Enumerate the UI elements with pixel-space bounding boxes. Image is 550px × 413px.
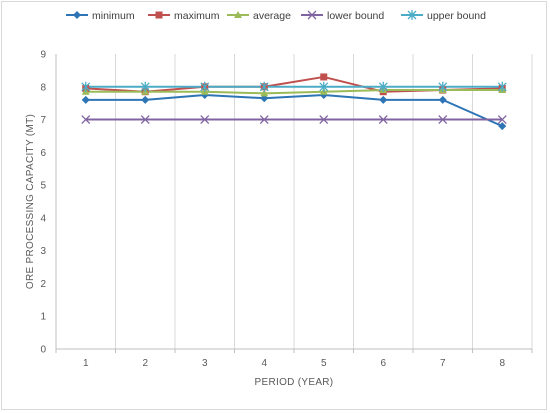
data-point-minimum — [438, 95, 447, 104]
legend-label: lower bound — [327, 10, 384, 22]
gridlines — [115, 54, 533, 349]
legend-item-average: average — [227, 10, 291, 22]
y-tick-label: 2 — [40, 279, 46, 290]
legend: minimum maximum average lower bound upper bo… — [66, 10, 486, 22]
legend-marker — [155, 11, 163, 19]
y-tick-label: 1 — [40, 312, 46, 323]
data-point-upper-bound — [140, 81, 150, 92]
series-line-average — [85, 89, 503, 95]
x-tick-label: 3 — [202, 358, 208, 369]
x-tick-label: 2 — [142, 358, 148, 369]
x-axis-ticks: 1 2 3 4 5 6 7 8 — [83, 358, 506, 369]
data-point-upper-bound — [497, 81, 507, 92]
data-point-upper-bound — [319, 81, 329, 92]
data-point-upper-bound — [200, 81, 210, 92]
data-point-minimum — [498, 122, 507, 131]
data-point-lower-bound — [319, 115, 329, 125]
legend-item-lower-bound: lower bound — [301, 10, 384, 22]
data-point-lower-bound — [438, 115, 448, 125]
y-tick-label: 6 — [40, 148, 46, 159]
x-tick-label: 6 — [380, 358, 386, 369]
legend-label: average — [253, 10, 291, 22]
x-axis-title: PERIOD (YEAR) — [255, 377, 334, 388]
y-tick-label: 8 — [40, 82, 46, 93]
axes — [55, 54, 533, 353]
data-point-lower-bound — [140, 115, 150, 125]
data-point-lower-bound — [378, 115, 388, 125]
y-tick-label: 4 — [40, 213, 46, 224]
legend-marker — [407, 10, 417, 20]
data-point-maximum — [320, 73, 328, 81]
data-point-minimum — [141, 95, 150, 104]
legend-marker — [307, 10, 317, 20]
data-point-upper-bound — [438, 81, 448, 92]
data-point-upper-bound — [378, 81, 388, 92]
data-point-upper-bound — [81, 81, 91, 92]
y-tick-label: 5 — [40, 181, 46, 192]
legend-label: maximum — [174, 10, 220, 22]
series-lines — [85, 75, 503, 128]
data-point-lower-bound — [81, 115, 91, 125]
y-tick-label: 7 — [40, 115, 46, 126]
x-tick-label: 1 — [83, 358, 89, 369]
data-point-lower-bound — [497, 115, 507, 125]
x-tick-label: 5 — [321, 358, 327, 369]
series-markers — [81, 73, 507, 131]
y-axis-ticks: 0 1 2 3 4 5 6 7 8 9 — [40, 50, 46, 356]
x-tick-label: 4 — [261, 358, 267, 369]
x-tick-label: 7 — [440, 358, 446, 369]
legend-marker — [73, 11, 81, 19]
data-point-average — [260, 89, 269, 97]
y-tick-label: 9 — [40, 50, 46, 61]
y-tick-label: 3 — [40, 246, 46, 257]
data-point-lower-bound — [259, 115, 269, 125]
legend-label: upper bound — [427, 10, 486, 22]
y-tick-label: 0 — [40, 345, 46, 356]
legend-label: minimum — [92, 10, 135, 22]
data-point-upper-bound — [259, 81, 269, 92]
data-point-minimum — [81, 95, 90, 104]
legend-item-maximum: maximum — [148, 10, 220, 22]
y-axis-title: ORE PROCESSING CAPACITY (MT) — [25, 114, 36, 289]
x-tick-label: 8 — [499, 358, 505, 369]
series-line-minimum — [85, 93, 503, 128]
legend-item-upper-bound: upper bound — [401, 10, 486, 22]
legend-item-minimum: minimum — [66, 10, 135, 22]
legend-marker — [234, 11, 242, 18]
data-point-lower-bound — [200, 115, 210, 125]
data-point-minimum — [379, 95, 388, 104]
